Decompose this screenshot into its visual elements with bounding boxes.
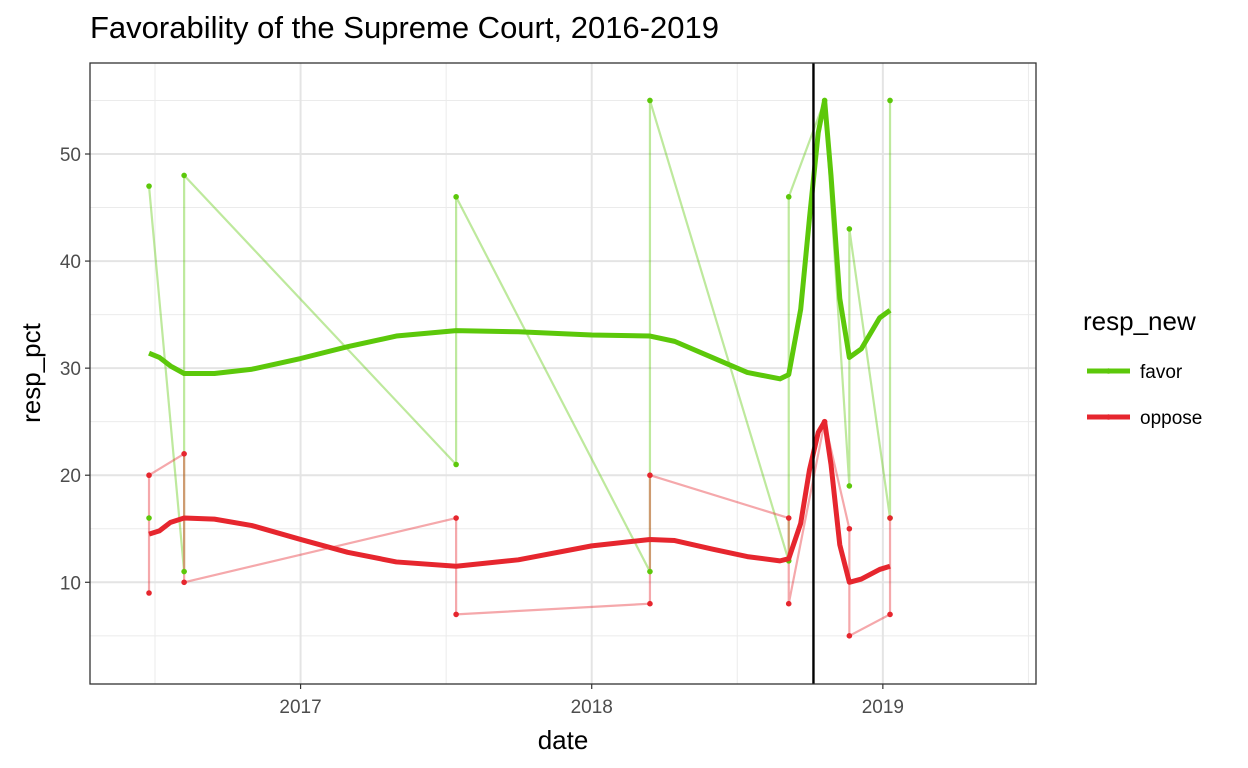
- legend-label-favor: favor: [1140, 362, 1183, 383]
- grid-major: [90, 63, 1036, 684]
- plot-panel: [90, 63, 1036, 684]
- smooth-line-favor: [148, 97, 892, 382]
- x-tick-label: 2019: [862, 697, 904, 718]
- raw-line-favor: [147, 99, 892, 573]
- point-oppose: [785, 515, 792, 521]
- point-oppose: [846, 633, 853, 639]
- point-oppose: [453, 611, 459, 618]
- point-oppose: [146, 590, 152, 596]
- y-tick-label: 30: [60, 359, 81, 380]
- x-axis-title: date: [538, 725, 589, 755]
- point-favor: [181, 172, 187, 179]
- x-axis-ticks: 2017 2018 2019: [279, 684, 904, 718]
- point-oppose: [181, 579, 187, 586]
- point-favor: [146, 183, 152, 189]
- y-tick-label: 20: [60, 466, 81, 487]
- panel-border: [89, 62, 1037, 685]
- point-favor: [846, 483, 853, 489]
- point-oppose: [785, 600, 792, 607]
- legend-label-oppose: oppose: [1140, 408, 1202, 429]
- point-oppose: [453, 515, 459, 521]
- point-oppose: [887, 611, 893, 618]
- y-tick-label: 50: [60, 145, 81, 166]
- point-oppose: [647, 472, 653, 479]
- x-tick-label: 2018: [571, 697, 613, 718]
- point-favor: [887, 97, 893, 104]
- point-favor: [181, 568, 187, 575]
- point-favor: [647, 97, 653, 104]
- legend: resp_new favor oppose: [1083, 306, 1202, 429]
- chart-title: Favorability of the Supreme Court, 2016-…: [90, 10, 719, 45]
- panel-background: [90, 63, 1036, 684]
- point-favor: [146, 515, 152, 521]
- legend-key-point-favor: [1105, 368, 1112, 374]
- legend-items: favor oppose: [1087, 362, 1202, 429]
- panel-border-rect: [89, 62, 1037, 685]
- smooth-line-oppose: [148, 419, 891, 585]
- y-axis-title: resp_pct: [16, 322, 46, 422]
- x-tick-label: 2017: [279, 697, 321, 718]
- series-smooth-lines: [148, 97, 892, 585]
- legend-key-point-oppose: [1105, 414, 1112, 420]
- point-favor: [647, 568, 653, 575]
- grid-minor: [90, 63, 1036, 684]
- point-oppose: [647, 600, 653, 607]
- point-oppose: [181, 451, 187, 457]
- point-favor: [846, 226, 853, 232]
- point-oppose: [887, 515, 893, 521]
- point-favor: [453, 194, 459, 200]
- point-oppose: [146, 472, 152, 479]
- legend-title: resp_new: [1083, 306, 1196, 336]
- y-tick-label: 40: [60, 252, 81, 273]
- point-favor: [453, 461, 459, 468]
- y-tick-label: 10: [60, 573, 81, 594]
- y-axis-ticks: 10 20 30 40 50: [60, 145, 90, 594]
- point-oppose: [846, 525, 853, 532]
- point-favor: [785, 194, 792, 200]
